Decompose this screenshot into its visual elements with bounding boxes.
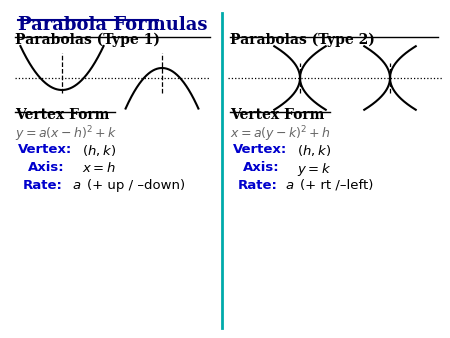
Text: Rate:: Rate: [23, 179, 63, 192]
Text: $y = a(x - h)^2 + k$: $y = a(x - h)^2 + k$ [15, 124, 117, 144]
Text: Rate:: Rate: [238, 179, 278, 192]
Text: Vertex Form: Vertex Form [15, 108, 109, 122]
Text: Vertex:: Vertex: [18, 143, 72, 156]
Text: (+ rt /–left): (+ rt /–left) [300, 179, 374, 192]
Text: Vertex:: Vertex: [233, 143, 287, 156]
Text: Vertex Form: Vertex Form [230, 108, 324, 122]
Text: $(h, k)$: $(h, k)$ [82, 143, 116, 158]
Text: $a$: $a$ [72, 179, 81, 192]
Text: Parabola Formulas: Parabola Formulas [18, 16, 207, 34]
Text: (+ up / –down): (+ up / –down) [87, 179, 185, 192]
Text: Axis:: Axis: [28, 161, 65, 174]
Text: $x = h$: $x = h$ [82, 161, 116, 175]
Text: $a$: $a$ [285, 179, 294, 192]
Text: Parabolas (Type 2): Parabolas (Type 2) [230, 33, 375, 47]
Text: $y = k$: $y = k$ [297, 161, 332, 178]
Text: Parabolas (Type 1): Parabolas (Type 1) [15, 33, 160, 47]
Text: $(h, k)$: $(h, k)$ [297, 143, 331, 158]
Text: $x = a(y - k)^2 + h$: $x = a(y - k)^2 + h$ [230, 124, 331, 144]
Text: Axis:: Axis: [243, 161, 279, 174]
